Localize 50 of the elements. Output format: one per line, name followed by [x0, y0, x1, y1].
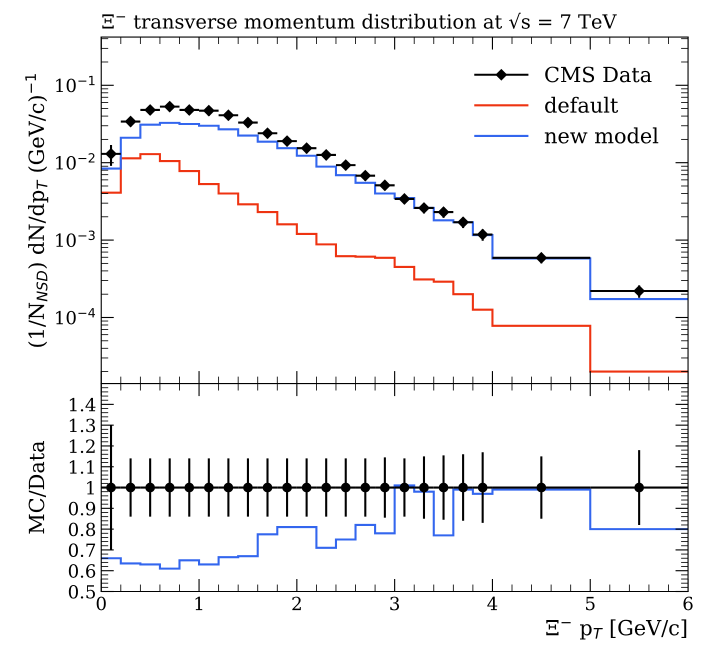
point: [124, 116, 136, 128]
point: [360, 170, 371, 182]
point: [418, 202, 430, 214]
point: [164, 101, 176, 112]
legend-label: default: [545, 96, 618, 113]
y-tick-label: 0.5: [68, 584, 95, 599]
y-axis-title: MC/Data: [28, 441, 46, 534]
y-tick-label: 1.3: [70, 418, 96, 432]
point: [222, 110, 234, 121]
y-tick-label: 0.6: [68, 564, 96, 578]
point: [398, 193, 410, 205]
point: [242, 116, 254, 128]
x-tick-label: 1: [196, 596, 202, 610]
point: [477, 228, 488, 240]
point: [340, 160, 352, 171]
y-tick-label: 1.1: [70, 460, 94, 474]
point: [203, 105, 214, 116]
y-tick-label: 1: [87, 481, 94, 494]
point: [634, 285, 645, 297]
x-tick-label: 6: [684, 596, 693, 610]
point: [281, 136, 293, 147]
point: [184, 104, 195, 116]
y-tick-label: 0.7: [68, 543, 96, 558]
y-tick-label: 10$^{−3}$: [56, 230, 95, 248]
chart-title: Ξ$^{−}$ transverse momentum distribution at √s = 7 TeV: [102, 12, 617, 29]
point: [379, 180, 390, 191]
point: [144, 104, 156, 116]
x-tick-label: 5: [586, 596, 595, 610]
y-tick-label: 10$^{−2}$: [56, 153, 94, 170]
point: [438, 206, 450, 218]
y-tick-label: 0.8: [68, 522, 96, 536]
y-tick-label: 10$^{−4}$: [56, 308, 96, 324]
x-axis-title: Ξ$^{−}$ p$_{T}$ [GeV/c]: [546, 619, 686, 640]
x-tick-label: 3: [390, 596, 400, 610]
x-tick-label: 4: [487, 596, 498, 610]
point: [105, 148, 117, 160]
y-tick-label: 1.2: [70, 439, 95, 454]
y-axis-title: (1/N$_{NSD}$) dN/dp$_{T}$ (GeV/c)$^{−1}$: [25, 74, 48, 347]
x-tick-label: 0: [96, 596, 106, 610]
y-tick-label: 10$^{−1}$: [56, 76, 95, 92]
point: [320, 149, 332, 161]
point: [536, 252, 547, 264]
legend-label: CMS Data: [545, 66, 652, 82]
point: [301, 142, 312, 154]
legend-label: new model: [544, 127, 658, 144]
x-tick-label: 2: [292, 596, 301, 610]
point: [262, 128, 274, 139]
y-tick-label: 1.4: [70, 398, 96, 412]
point: [458, 216, 469, 228]
y-tick-label: 0.9: [68, 502, 96, 516]
